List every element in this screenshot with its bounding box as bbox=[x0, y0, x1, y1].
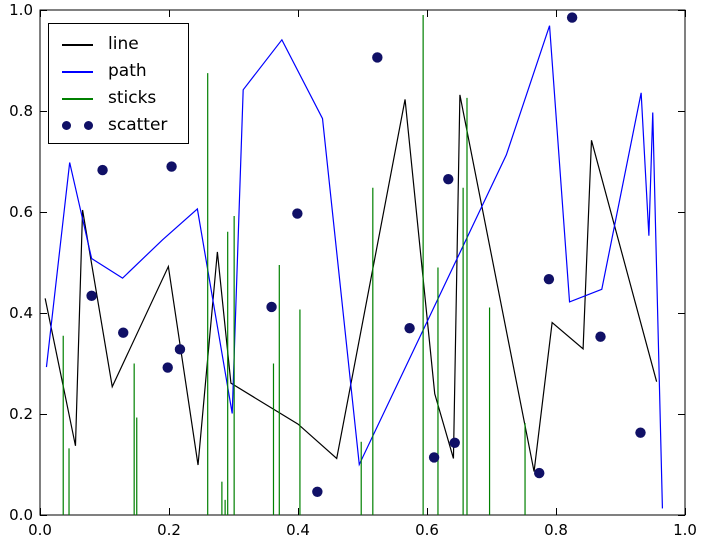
x-tick-label: 0.4 bbox=[286, 521, 310, 539]
scatter-point bbox=[443, 173, 454, 185]
legend-label-sticks: sticks bbox=[108, 88, 157, 108]
legend-entry-scatter: scatter bbox=[49, 112, 188, 139]
y-tick-label: 0.4 bbox=[9, 304, 33, 322]
axes-frame bbox=[39, 9, 686, 516]
scatter-point bbox=[566, 12, 578, 23]
y-tick-label: 1.0 bbox=[9, 1, 33, 19]
x-tick-label: 0.8 bbox=[544, 521, 568, 539]
legend-scatter-sample bbox=[62, 121, 93, 131]
scatter-point bbox=[635, 427, 646, 438]
legend-label-scatter: scatter bbox=[108, 115, 168, 135]
scatter-point bbox=[162, 362, 173, 373]
scatter-point bbox=[266, 301, 277, 313]
legend-path-sample bbox=[62, 70, 93, 73]
scatter-point bbox=[543, 273, 555, 285]
y-tick-label: 0.0 bbox=[9, 506, 33, 524]
scatter-point bbox=[595, 331, 606, 342]
x-tick-label: 0.2 bbox=[157, 521, 181, 539]
legend-scatter-dot-icon bbox=[62, 121, 71, 130]
legend-entry-line: line bbox=[49, 31, 188, 58]
y-tick-label: 0.6 bbox=[9, 203, 33, 221]
y-tick-label: 0.8 bbox=[9, 102, 33, 120]
scatter-point bbox=[118, 327, 129, 338]
x-tick-label: 0.0 bbox=[28, 521, 52, 539]
x-tick-label: 1.0 bbox=[673, 521, 697, 539]
scatter-point bbox=[97, 164, 108, 176]
scatter-point bbox=[428, 452, 440, 463]
series-line bbox=[44, 94, 658, 472]
scatter-point bbox=[404, 322, 415, 334]
scatter-point bbox=[86, 290, 97, 302]
scatter-point bbox=[449, 437, 460, 448]
y-tick-label: 0.2 bbox=[9, 405, 33, 423]
legend-label-path: path bbox=[108, 61, 147, 81]
legend-line-sample bbox=[62, 43, 93, 46]
x-tick-label: 0.6 bbox=[415, 521, 439, 539]
scatter-point bbox=[174, 344, 186, 355]
legend-entry-path: path bbox=[49, 58, 188, 85]
scatter-point bbox=[372, 52, 383, 63]
series-path bbox=[45, 25, 664, 509]
legend-scatter-dot-icon bbox=[84, 121, 93, 130]
scatter-point bbox=[292, 208, 303, 219]
scatter-point bbox=[534, 467, 545, 479]
scatter-point bbox=[166, 161, 177, 172]
legend-label-line: line bbox=[108, 34, 139, 54]
legend: line path sticks scatter bbox=[48, 23, 189, 144]
legend-sticks-sample bbox=[62, 97, 93, 100]
scatter-point bbox=[312, 486, 323, 497]
legend-entry-sticks: sticks bbox=[49, 85, 188, 112]
